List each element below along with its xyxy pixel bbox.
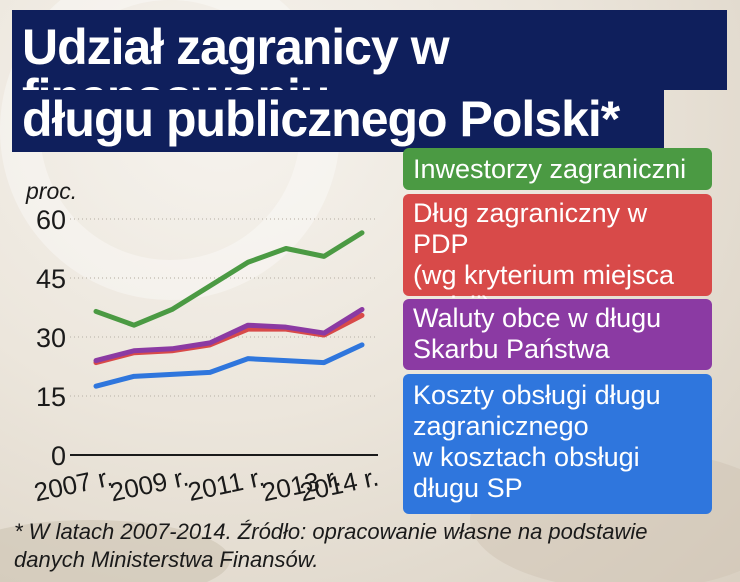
legend-label-line: (wg kryterium miejsca (413, 260, 675, 290)
x-tick-label: 2007 r. (31, 462, 115, 508)
chart-grid (70, 218, 378, 456)
legend-label-line: w kosztach obsługi (413, 442, 640, 472)
footnote-line: danych Ministerstwa Finansów. (14, 547, 319, 572)
y-tick-label: 0 (51, 441, 66, 471)
legend-label-line: Skarbu Państwa (413, 334, 610, 364)
x-axis-ticks: 2007 r.2009 r.2011 r.2013 r.2014 r. (31, 462, 381, 508)
y-tick-label: 60 (36, 205, 66, 235)
footnote: * W latach 2007-2014. Źródło: opracowani… (14, 518, 734, 574)
legend-label-line: Dług zagraniczny w PDP (413, 198, 648, 259)
series-line-0 (93, 230, 365, 328)
footnote-line: * W latach 2007-2014. Źródło: opracowani… (14, 519, 648, 544)
series-line-3 (93, 342, 365, 389)
legend-item-foreign-investors: Inwestorzy zagraniczni (403, 148, 712, 190)
legend-label-line: Waluty obce w długu (413, 303, 662, 333)
legend-label-line: Inwestorzy zagraniczni (413, 154, 687, 184)
legend-label-line: długu SP (413, 473, 523, 503)
legend-item-foreign-currencies: Waluty obce w długu Skarbu Państwa (403, 299, 712, 370)
legend-label-line: Koszty obsługi długu (413, 380, 661, 410)
chart-series (93, 230, 365, 389)
y-tick-label: 15 (36, 382, 66, 412)
y-tick-label: 45 (36, 264, 66, 294)
legend-item-foreign-debt-pdp: Dług zagraniczny w PDP (wg kryterium mie… (403, 194, 712, 321)
chart-title-line-2: długu publicznego Polski* (12, 90, 664, 152)
x-tick-label: 2009 r. (107, 462, 191, 508)
legend-label-line: zagranicznego (413, 411, 589, 441)
y-tick-label: 30 (36, 323, 66, 353)
y-axis-ticks: 0 15 30 45 60 (36, 205, 66, 471)
y-axis-unit-label: proc. (25, 178, 77, 204)
x-tick-label: 2011 r. (185, 462, 267, 507)
series-line-2 (93, 306, 365, 364)
legend-item-debt-service-costs: Koszty obsługi długu zagranicznego w kos… (403, 374, 712, 514)
